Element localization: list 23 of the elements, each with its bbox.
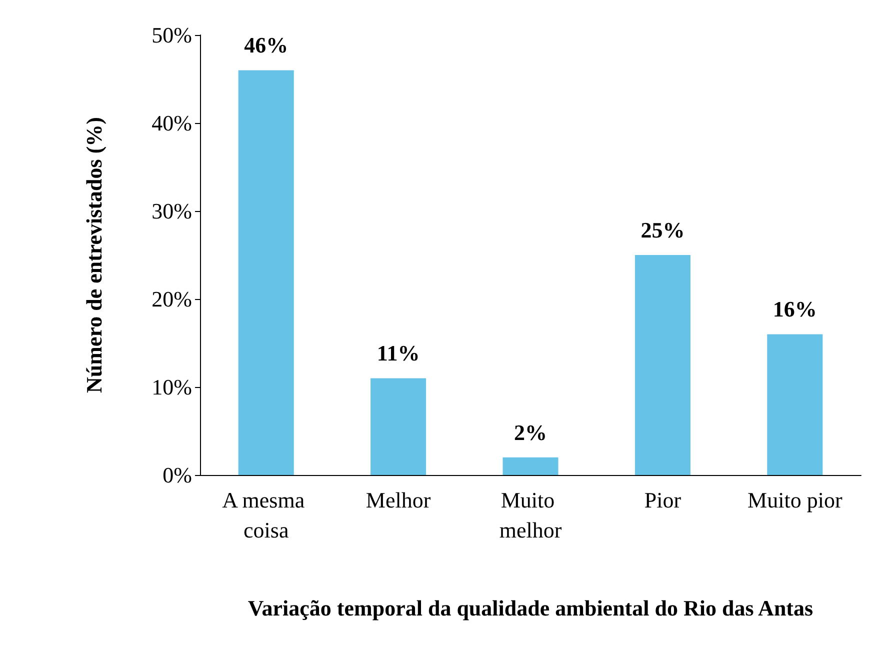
x-tick-label: Pior [644, 488, 682, 512]
y-tick-label: 30% [152, 198, 192, 224]
x-tick-label: A mesma coisa [222, 488, 310, 542]
y-tick-label: 40% [152, 110, 192, 136]
data-label: 16% [772, 296, 817, 322]
y-tick-label: 0% [162, 462, 192, 488]
x-tick-label: Melhor [366, 488, 432, 512]
data-label: 46% [244, 32, 288, 58]
bar [238, 70, 294, 475]
data-label: 11% [376, 340, 420, 366]
x-axis-title: Variação temporal da qualidade ambiental do Rio das Antas [248, 596, 814, 620]
x-tick-label: Muito melhor [499, 488, 562, 542]
y-tick-label: 10% [152, 374, 192, 400]
bar [502, 457, 558, 475]
x-tick-label: Muito pior [748, 488, 843, 512]
y-axis-title: Número de entrevistados (%) [82, 117, 106, 393]
data-label: 2% [514, 420, 547, 445]
data-label: 25% [640, 218, 685, 242]
bar [767, 334, 823, 475]
bar [370, 378, 426, 475]
y-tick-label: 20% [152, 286, 192, 312]
y-tick-label: 50% [152, 22, 192, 48]
bar [634, 255, 690, 475]
